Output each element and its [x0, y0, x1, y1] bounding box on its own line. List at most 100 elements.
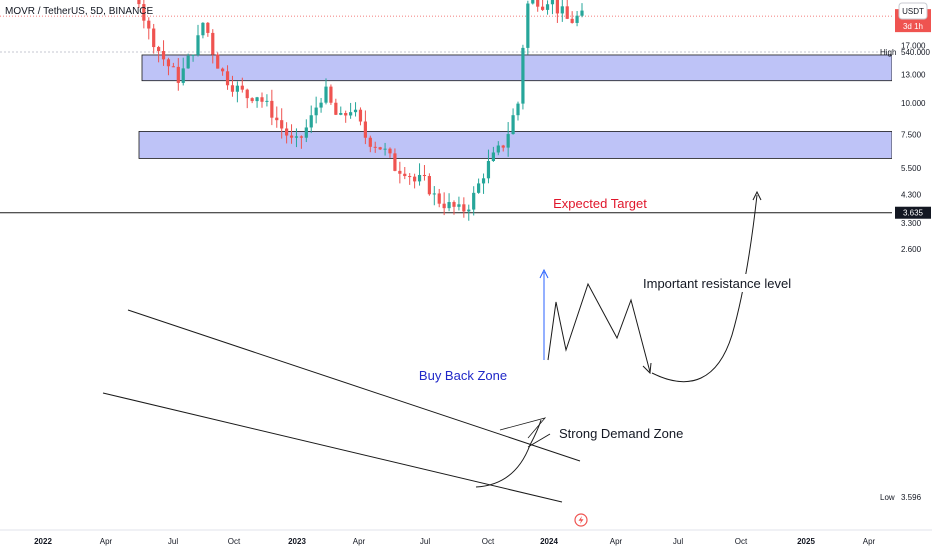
candle-body: [516, 103, 520, 116]
time-tick-label: Jul: [168, 537, 178, 546]
candle-body: [275, 117, 279, 121]
price-tick-label: 7.500: [901, 130, 922, 139]
candle-body: [349, 112, 353, 116]
candle-body: [368, 137, 372, 147]
target-projection-curve: [651, 194, 758, 383]
candle-body: [329, 86, 333, 103]
candle-body: [560, 6, 564, 14]
candle-body: [432, 193, 436, 195]
price-tick-label: 4.300: [901, 191, 922, 200]
candle-body: [422, 174, 427, 177]
level-badge: [895, 206, 931, 219]
candle-body: [550, 0, 555, 5]
candle-body: [280, 120, 284, 129]
candle-body: [403, 173, 407, 177]
candle-body: [235, 85, 239, 92]
candle-body: [442, 203, 446, 209]
wedge-upper-line: [127, 309, 581, 462]
target-projection-arrow: [752, 190, 762, 201]
candle-body: [319, 102, 323, 108]
candle-body: [486, 161, 491, 179]
wedge-lower-line: [102, 392, 563, 503]
candle-body: [575, 15, 579, 23]
low-value: 3.596: [901, 493, 922, 502]
candle-body: [137, 0, 141, 5]
bottom-curve: [475, 419, 542, 488]
candle-body: [299, 136, 303, 138]
lightning-icon[interactable]: [574, 513, 588, 527]
low-label: Low: [880, 493, 895, 502]
candle-body: [216, 54, 220, 69]
candle-body: [221, 68, 225, 72]
price-tick-label: 17.000: [901, 42, 926, 51]
candle-body: [373, 146, 377, 148]
price-tick-label: 5.500: [901, 164, 922, 173]
zones: [138, 54, 893, 159]
candle-body: [191, 54, 195, 56]
candle-body: [344, 113, 348, 116]
candle-body: [511, 115, 515, 135]
candle-body: [506, 134, 510, 148]
resistance-label: Important resistance level: [643, 276, 791, 291]
candle-body: [565, 6, 569, 19]
candle-body: [570, 18, 574, 23]
candle-body: [521, 47, 525, 104]
candle-body: [230, 85, 235, 92]
candle-body: [417, 174, 422, 182]
candle-body: [526, 3, 530, 48]
currency-button[interactable]: USDT: [898, 2, 928, 20]
high-label: High: [880, 48, 896, 57]
time-axis[interactable]: 2022 Apr Jul Oct 2023 Apr Jul Oct 2024 Apr Jul Oct 2…: [34, 537, 875, 546]
breakout-triangle: [499, 417, 547, 439]
candle-body: [309, 115, 313, 128]
time-tick-label: 2022: [34, 537, 52, 546]
candle-body: [393, 153, 397, 171]
candle-body: [245, 89, 249, 99]
candle-body: [161, 51, 166, 60]
candle-body: [176, 66, 180, 83]
candle-body: [157, 47, 161, 52]
candle-body: [531, 0, 535, 4]
candle-body: [383, 148, 387, 150]
high-value: 540.000: [901, 48, 930, 57]
candle-body: [152, 28, 156, 48]
demand-zone-label-box: Strong Demand Zone: [553, 423, 703, 442]
candle-body: [171, 66, 175, 68]
price-tick-label: 3.300: [901, 219, 922, 228]
candle-body: [358, 109, 363, 122]
candle-body: [408, 176, 412, 178]
time-tick-label: Apr: [610, 537, 623, 546]
time-tick-label: Apr: [353, 537, 366, 546]
candle-body: [472, 192, 476, 210]
projected-path-arrow: [642, 362, 652, 375]
time-tick-label: Oct: [735, 537, 748, 546]
candle-body: [196, 35, 200, 55]
candle-body: [541, 6, 545, 10]
candle-body: [201, 22, 205, 36]
level-badge-text: 3.635: [903, 209, 924, 218]
current-price-countdown: 3d 1h: [903, 22, 923, 31]
projected-path: [547, 282, 651, 373]
candle-body: [363, 121, 367, 138]
candle-body: [580, 10, 584, 16]
candle-body: [353, 109, 358, 113]
svg-text:USDT: USDT: [902, 7, 924, 16]
zone-label-buy-back: Buy Back Zone: [419, 368, 507, 383]
candle-body: [555, 0, 559, 14]
candle-body: [477, 183, 481, 193]
candle-body: [413, 176, 417, 182]
candle-body: [545, 4, 550, 10]
time-tick-label: 2025: [797, 537, 815, 546]
candle-body: [378, 147, 382, 150]
candle-body: [225, 71, 230, 86]
candle-body: [211, 32, 215, 55]
price-tick-label: 2.600: [901, 245, 922, 254]
candle-body: [294, 136, 299, 138]
candle-body: [314, 107, 318, 116]
candle-body: [206, 22, 210, 33]
price-axis-bg: [892, 0, 932, 550]
demand-pointer-line: [527, 433, 551, 448]
candle-body: [304, 127, 308, 138]
candle-body: [491, 152, 495, 162]
